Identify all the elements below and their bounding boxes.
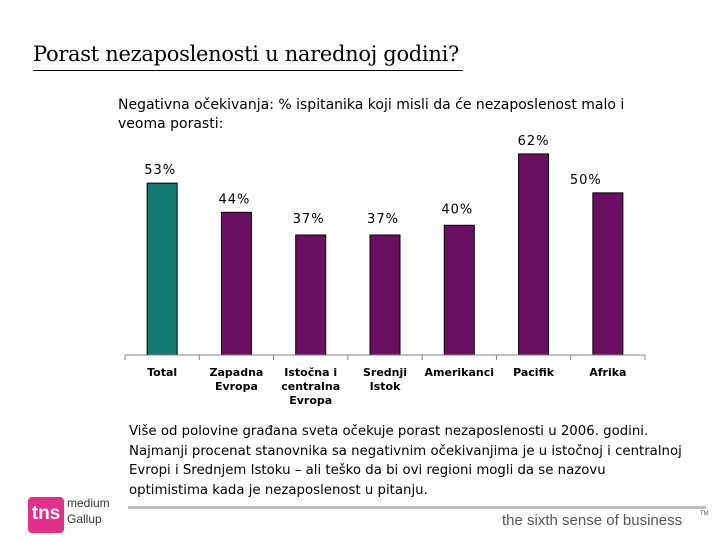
- x-axis-ticks: [124, 355, 646, 360]
- tns-logo-text: tns: [31, 503, 61, 524]
- category-label-line: Afrika: [589, 366, 626, 379]
- tns-logo: tns: [28, 497, 64, 533]
- bar: [518, 153, 550, 356]
- logo-subtitle-gallup: Gallup: [67, 512, 102, 526]
- bar-value-label: 37%: [293, 212, 325, 227]
- footer-rule: [128, 506, 706, 509]
- footnote-line: Najmanji procenat stanovnika sa negativn…: [129, 443, 682, 459]
- footnote: Više od polovine građana sveta očekuje p…: [129, 422, 704, 500]
- footnote-line: optimistima kada je nezaposlenost u pita…: [129, 482, 428, 498]
- bars-layer: [146, 153, 624, 356]
- category-label-line: Pacifik: [513, 366, 555, 379]
- footnote-line: Više od polovine građana sveta očekuje p…: [129, 424, 649, 439]
- footnote-line: Evropi i Srednjem Istoku – ali teško da …: [129, 463, 606, 478]
- bar: [443, 224, 475, 356]
- category-label-line: Srednji: [363, 366, 407, 379]
- bar-value-label: 50%: [570, 173, 602, 188]
- category-label: Srednji Istok: [363, 366, 407, 393]
- bar: [592, 192, 624, 356]
- category-label-line: Amerikanci: [425, 366, 495, 379]
- category-label-line: Evropa: [289, 394, 332, 407]
- bar-value-label: 53%: [144, 163, 176, 178]
- title-underline: [33, 70, 463, 71]
- tagline: the sixth sense of business: [502, 512, 683, 529]
- category-label: Afrika: [589, 366, 626, 379]
- category-label: Amerikanci: [425, 366, 495, 379]
- category-label: Total: [147, 366, 177, 379]
- bar: [146, 182, 178, 356]
- bar-value-label: 40%: [441, 202, 473, 217]
- category-label-line: Istočna i: [284, 366, 337, 379]
- bar-value-label: 62%: [518, 134, 550, 149]
- slide-title: Porast nezaposlenosti u narednoj godini?: [33, 42, 459, 66]
- bar-value-label: 44%: [218, 192, 250, 207]
- chart-subtitle: Negativna očekivanja: % ispitanika koji …: [118, 97, 625, 132]
- tagline-trademark: TM: [700, 511, 709, 517]
- bar: [220, 211, 252, 356]
- category-label: Istočna i centralna Evropa: [281, 366, 340, 407]
- bar-value-label: 37%: [367, 212, 399, 227]
- bar: [295, 234, 327, 356]
- category-label-line: Total: [147, 366, 177, 379]
- logo-subtitle-medium: medium: [67, 496, 110, 510]
- category-label: Pacifik: [513, 366, 555, 379]
- category-label-line: centralna: [281, 380, 340, 393]
- value-labels: 53% 44% 37% 37% 40% 62% 50%: [144, 134, 602, 227]
- category-label-line: Zapadna: [210, 366, 264, 379]
- bar: [369, 234, 401, 356]
- category-label: Zapadna Evropa: [210, 366, 264, 393]
- category-label-line: Evropa: [215, 380, 258, 393]
- category-label-line: Istok: [370, 380, 401, 393]
